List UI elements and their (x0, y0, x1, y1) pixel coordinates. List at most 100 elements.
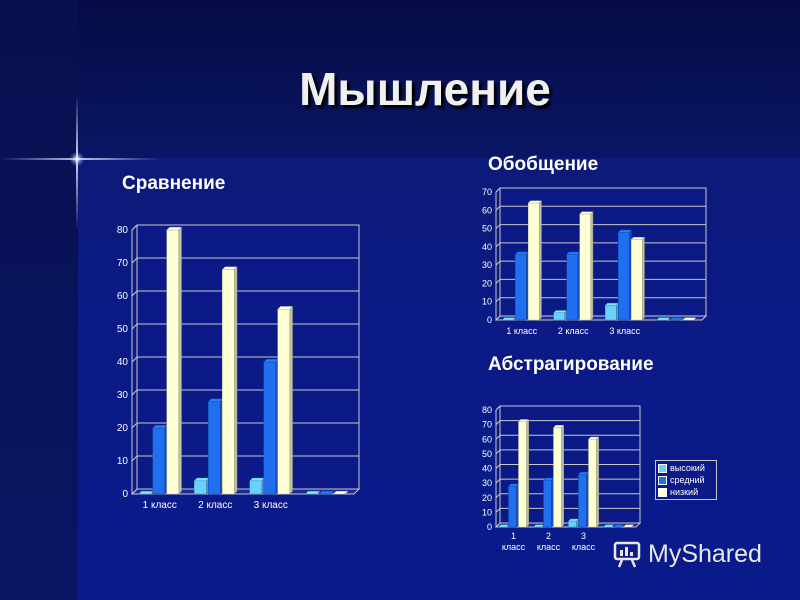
bar-side (331, 491, 335, 495)
legend-item-medium: средний (658, 474, 714, 486)
gridline (131, 257, 359, 264)
bar (553, 312, 565, 321)
chart-title-abstraction: Абстрагирование (488, 354, 654, 375)
bar (588, 439, 597, 528)
y-tick-label: 30 (482, 478, 492, 488)
x-tick-label: 2 класс (198, 500, 232, 511)
legend-label-high: высокий (670, 463, 705, 473)
bar-top (682, 317, 697, 321)
x-tick-label: 1 (511, 531, 516, 541)
watermark-text: MyShared (648, 539, 762, 568)
gridline (495, 187, 706, 193)
bar (566, 253, 578, 321)
presentation-board-icon (612, 539, 642, 569)
bar (605, 305, 617, 321)
bar (166, 229, 179, 495)
y-tick-label: 50 (482, 224, 492, 234)
bar (508, 485, 517, 528)
bar-side (345, 491, 349, 495)
y-tick-label: 60 (482, 205, 492, 215)
bar (518, 421, 527, 528)
x-tick-label: 3 (581, 531, 586, 541)
y-tick-label: 0 (487, 522, 492, 532)
x-tick-label: 3 класс (609, 326, 640, 336)
bar-side (526, 418, 529, 528)
bar (543, 479, 552, 528)
bar-top (612, 524, 625, 528)
y-tick-label: 60 (117, 291, 129, 302)
x-tick-label: 1 класс (143, 500, 177, 511)
y-tick-label: 10 (482, 507, 492, 517)
bar-side (317, 491, 321, 495)
chart-legend: высокий средний низкий (655, 460, 717, 500)
x-tick-label-line2: класс (502, 542, 526, 552)
y-tick-label: 20 (482, 278, 492, 288)
bar-side (561, 424, 564, 528)
bar-side (596, 436, 599, 528)
gridline (495, 420, 640, 425)
y-tick-label: 70 (117, 258, 129, 269)
bar-top (656, 317, 671, 321)
watermark: MyShared (612, 534, 762, 574)
y-tick-label: 30 (482, 260, 492, 270)
legend-swatch-low (658, 487, 667, 497)
x-tick-label: 2 класс (558, 326, 589, 336)
chart-generalization: 0 10 20 30 40 50 60 70 1 класс 2 класс 3 класс (482, 187, 708, 336)
chart-title-comparison: Сравнение (122, 173, 226, 194)
y-tick-label: 60 (482, 434, 492, 444)
bar-side (289, 305, 293, 495)
bar-side (590, 211, 594, 321)
y-tick-label: 40 (482, 464, 492, 474)
gridline (131, 290, 359, 297)
bar (249, 480, 262, 495)
bar-side (539, 200, 542, 321)
light-flare-center (70, 152, 84, 166)
gridline (131, 224, 359, 231)
bar (222, 269, 235, 495)
gridline (495, 405, 640, 411)
y-tick-label: 10 (117, 456, 129, 467)
gridline (495, 224, 706, 229)
bar-top (602, 524, 615, 528)
chart-title-generalization: Обобщение (488, 154, 599, 175)
y-tick-label: 20 (117, 423, 129, 434)
bar (618, 231, 630, 321)
y-tick-label: 80 (482, 405, 492, 415)
y-tick-label: 40 (117, 357, 129, 368)
x-tick-label-line2: класс (537, 542, 561, 552)
y-tick-label: 80 (117, 225, 129, 236)
y-tick-label: 10 (482, 297, 492, 307)
legend-label-low: низкий (670, 487, 699, 497)
y-tick-label: 0 (487, 315, 492, 325)
y-tick-label: 0 (122, 489, 128, 500)
bar (277, 308, 290, 495)
bar-side (642, 236, 645, 321)
x-tick-label: 1 класс (506, 326, 537, 336)
bar (208, 401, 221, 495)
legend-swatch-medium (658, 475, 667, 485)
y-tick-label: 70 (482, 187, 492, 197)
y-tick-label: 30 (117, 390, 129, 401)
gridline (495, 434, 640, 440)
x-tick-label-line2: класс (572, 542, 596, 552)
x-tick-label: 2 (546, 531, 551, 541)
left-band (0, 0, 78, 600)
bar (528, 202, 540, 321)
bar (152, 427, 165, 495)
bar (263, 361, 276, 495)
bar (515, 253, 527, 321)
bar (631, 239, 643, 321)
slide-title: Мышление (299, 63, 551, 115)
bar (553, 427, 562, 528)
bar (578, 474, 587, 528)
legend-item-low: низкий (658, 486, 714, 498)
legend-item-high: высокий (658, 462, 714, 474)
gridline (495, 205, 706, 211)
bar (194, 480, 207, 495)
y-tick-label: 40 (482, 242, 492, 252)
y-tick-label: 50 (482, 449, 492, 459)
bar (579, 213, 591, 321)
legend-label-medium: средний (670, 475, 705, 485)
header-band (0, 0, 800, 158)
